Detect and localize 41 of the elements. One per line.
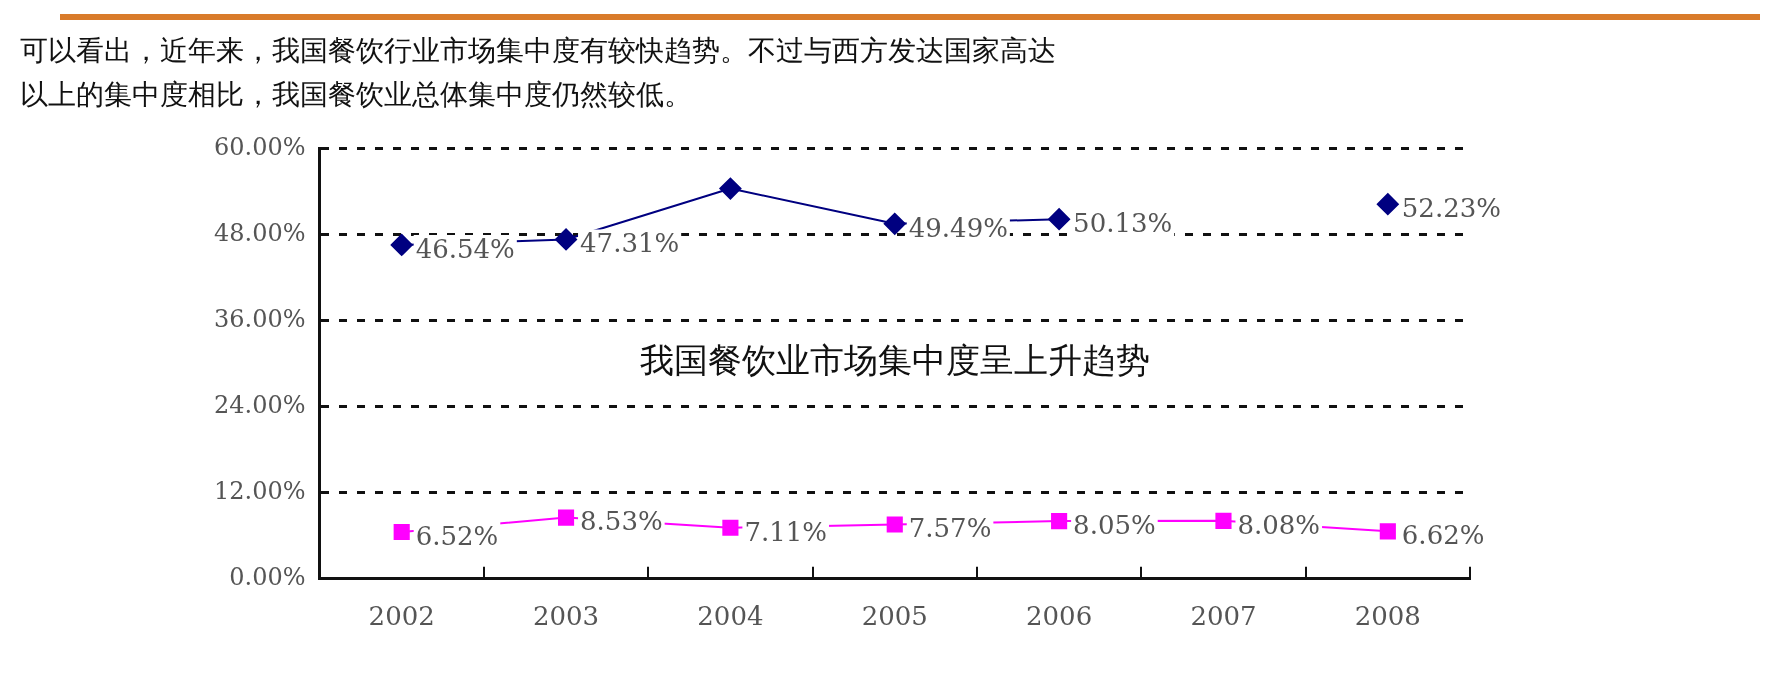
x-tick-label: 2005 xyxy=(861,601,928,632)
data-label: 8.08% xyxy=(1237,509,1321,540)
point xyxy=(883,212,906,235)
point xyxy=(719,177,742,200)
annotation: 我国餐饮业市场集中度呈上升趋势 xyxy=(639,340,1150,381)
y-tick-label: 36.00% xyxy=(214,304,306,333)
x-tick-label: 2007 xyxy=(1190,601,1257,632)
data-label: 6.52% xyxy=(415,520,499,551)
x-tick-label: 2003 xyxy=(532,601,600,632)
data-label: 52.23% xyxy=(1401,192,1501,223)
point xyxy=(393,523,410,541)
point xyxy=(1048,208,1071,231)
point xyxy=(886,516,903,533)
point xyxy=(1376,193,1399,216)
y-tick-label: 60.00% xyxy=(214,132,306,161)
point xyxy=(1215,512,1232,529)
data-label: 47.31% xyxy=(580,228,680,259)
x-tick-label: 2002 xyxy=(368,601,435,632)
x-tick-label: 2004 xyxy=(697,601,764,632)
point xyxy=(1051,512,1068,530)
point xyxy=(1379,523,1396,540)
data-label: 7.57% xyxy=(908,513,992,544)
y-tick-label: 0.00% xyxy=(229,563,306,592)
data-label: 49.49% xyxy=(908,212,1008,243)
chart-title: 可以看出，近年来，我国餐饮行业市场集中度有较快趋势。不过与西方发达国家高达 xyxy=(20,33,1056,69)
point xyxy=(557,509,575,526)
data-label: 50.13% xyxy=(1073,207,1173,238)
point xyxy=(390,233,413,256)
y-tick-label: 24.00% xyxy=(214,390,306,419)
chart-subtitle: 以上的集中度相比，我国餐饮业总体集中度仍然较低。 xyxy=(20,77,692,113)
data-label: 46.54% xyxy=(415,233,515,264)
data-label: 8.05% xyxy=(1073,509,1156,540)
y-tick-label: 48.00% xyxy=(214,218,306,247)
data-label: 7.11% xyxy=(744,516,828,547)
x-tick-label: 2006 xyxy=(1026,601,1093,632)
point xyxy=(555,228,578,251)
y-tick-label: 12.00% xyxy=(214,476,306,505)
x-tick-label: 2008 xyxy=(1354,601,1421,632)
data-label: 6.62% xyxy=(1401,520,1485,551)
point xyxy=(722,519,739,536)
data-label: 8.53% xyxy=(580,506,663,537)
